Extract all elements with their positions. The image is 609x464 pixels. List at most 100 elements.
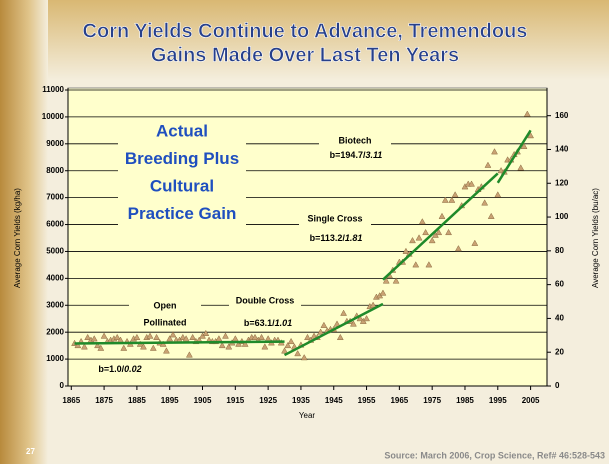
data-point	[300, 354, 308, 361]
data-point	[418, 218, 426, 225]
data-point	[251, 333, 259, 341]
y-tick-label: 10000	[42, 112, 65, 121]
y-tick-label: 9000	[46, 139, 64, 148]
data-point	[317, 328, 325, 335]
data-point	[113, 333, 121, 341]
y2-tick-label: 120	[555, 178, 569, 187]
data-point	[527, 132, 535, 139]
data-point	[471, 239, 479, 246]
data-point	[336, 333, 344, 341]
data-point	[100, 332, 108, 339]
annotation-title: Biotech	[338, 135, 371, 145]
annotation-box	[319, 134, 391, 148]
x-tick-label: 2005	[522, 396, 540, 405]
title-line: Gains Made Over Last Ten Years	[151, 44, 459, 66]
annotation-box	[84, 363, 156, 377]
annotation-box	[299, 212, 371, 226]
data-point	[258, 333, 265, 341]
y-tick-label: 2000	[46, 327, 64, 336]
x-tick-label: 1945	[325, 396, 343, 405]
data-point	[468, 180, 475, 187]
rate-italic: 0.02	[124, 364, 142, 374]
data-point	[333, 320, 341, 327]
y2-tick-label: 20	[555, 347, 564, 356]
data-point	[441, 196, 449, 203]
slide-number: 27	[26, 447, 35, 456]
data-point	[356, 315, 364, 322]
rate-italic: 1.01	[275, 318, 293, 328]
data-point	[438, 212, 446, 219]
data-point	[218, 341, 226, 349]
data-point	[222, 332, 229, 339]
data-point	[484, 161, 492, 168]
data-point	[133, 333, 141, 341]
annotation-title: Single Cross	[307, 213, 362, 223]
x-tick-label: 1935	[292, 396, 310, 405]
data-point	[169, 331, 177, 338]
x-tick-label: 1965	[390, 396, 408, 405]
data-point	[425, 261, 433, 268]
annotation-title: Double Cross	[236, 295, 295, 305]
data-point	[74, 341, 82, 349]
y-tick-label: 1000	[46, 354, 64, 363]
top-band	[0, 0, 609, 80]
data-point	[350, 320, 357, 327]
data-point	[163, 347, 170, 354]
data-point	[487, 212, 495, 219]
trend-line	[496, 129, 532, 184]
y2-tick-label: 80	[555, 246, 564, 255]
rate-text: b=63.1/	[244, 318, 275, 328]
y-tick-label: 8000	[46, 166, 64, 175]
data-point	[520, 142, 528, 149]
rate-text: b=113.2/	[310, 233, 346, 243]
annotation-rate: b=194.7/3.11	[330, 150, 383, 160]
data-point	[392, 277, 400, 284]
data-point	[428, 236, 436, 244]
rate-text: b=1.0/	[98, 364, 124, 374]
data-point	[412, 261, 420, 268]
data-point	[80, 343, 88, 350]
annotation-box	[232, 317, 304, 331]
x-axis-label: Year	[299, 411, 316, 420]
x-tick-label: 1955	[358, 396, 376, 405]
title-line: Corn Yields Continue to Advance, Tremend…	[83, 20, 528, 42]
annotation-title: Pollinated	[143, 317, 186, 327]
annotation-box	[129, 299, 201, 313]
data-point	[409, 236, 416, 244]
data-point	[225, 343, 233, 350]
data-point	[149, 344, 157, 351]
data-point	[435, 228, 443, 236]
data-point	[241, 340, 249, 347]
x-tick-label: 1975	[423, 396, 441, 405]
data-point	[363, 315, 370, 322]
data-point	[202, 329, 210, 336]
x-tick-label: 1915	[226, 396, 244, 405]
x-tick-label: 1905	[194, 396, 212, 405]
annotation-rate: b=1.0/0.02	[98, 364, 141, 374]
data-point	[422, 228, 430, 236]
headline-box	[118, 118, 246, 230]
annotation-title: Open	[153, 300, 176, 310]
data-point	[185, 351, 193, 358]
data-point	[369, 301, 377, 308]
rate-text: b=194.7/	[330, 150, 366, 160]
data-point	[382, 277, 390, 284]
data-point	[320, 321, 328, 328]
annotation-rate: b=113.2/1.81	[310, 233, 363, 243]
data-point	[451, 191, 459, 198]
x-tick-label: 1925	[259, 396, 277, 405]
data-point	[448, 196, 456, 203]
data-point	[189, 333, 197, 341]
data-point	[284, 341, 292, 349]
data-point	[494, 191, 502, 198]
y2-tick-label: 40	[555, 314, 564, 323]
source: Source: March 2006, Crop Science, Ref# 4…	[384, 450, 605, 460]
annotation-box	[300, 232, 372, 246]
rate-italic: 1.81	[345, 233, 363, 243]
data-point	[340, 309, 348, 316]
x-tick-label: 1865	[62, 396, 80, 405]
data-point	[491, 148, 498, 155]
trend-line	[283, 302, 384, 357]
rate-italic: 3.11	[365, 150, 382, 160]
